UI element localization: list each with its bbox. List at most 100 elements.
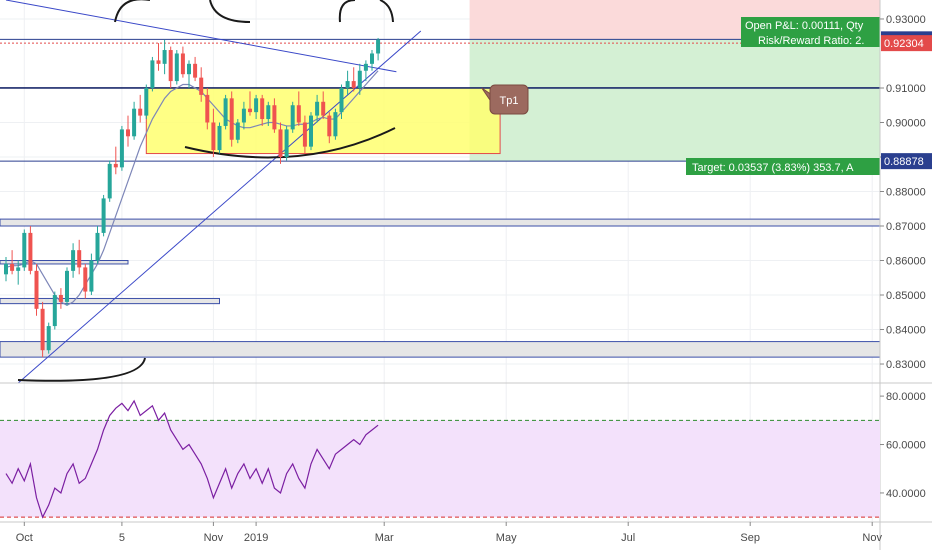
candle-body (321, 101, 326, 116)
drawn-curve (338, 0, 356, 23)
candle-body (113, 163, 118, 168)
time-tick-label: Jul (621, 532, 635, 544)
time-tick-label: 5 (119, 532, 125, 544)
price-tick-label: 0.88000 (886, 187, 926, 199)
candle-body (65, 270, 69, 302)
candle-body (77, 250, 82, 268)
candle-body (95, 232, 100, 261)
candle-body (71, 250, 76, 271)
candle-body (28, 232, 33, 271)
candle-body (217, 125, 222, 151)
drawn-curve (17, 357, 146, 382)
candle-body (260, 98, 265, 120)
candle-body (132, 108, 137, 137)
candle-body (150, 60, 155, 88)
candle-body (266, 105, 271, 120)
candle-body (40, 308, 45, 351)
rr-label-bg (741, 32, 881, 47)
candle-body (119, 129, 124, 168)
candle-body (187, 63, 191, 75)
candle-body (327, 115, 332, 137)
price-tick-label: 0.93000 (886, 14, 926, 26)
callout-label: Tp1 (500, 95, 519, 107)
target-label: Target: 0.03537 (3.83%) 353.7, A (692, 162, 854, 174)
candle-body (10, 263, 15, 271)
support-zone (0, 341, 881, 358)
price-tick-label: 0.90000 (886, 117, 926, 129)
price-tick-label: 0.84000 (886, 325, 926, 337)
risk-reward-label: Risk/Reward Ratio: 2. (758, 35, 864, 47)
candle-body (309, 115, 313, 147)
candle-body (290, 105, 295, 130)
candle-body (370, 53, 374, 64)
rsi-tick-label: 40.0000 (886, 488, 926, 500)
candle-body (248, 108, 252, 113)
drawn-curve (184, 127, 396, 159)
drawn-curve (379, 0, 394, 23)
candle-body (229, 98, 234, 140)
candle-body (46, 326, 51, 351)
candle-body (107, 163, 112, 199)
candle-body (16, 267, 21, 271)
price-tag-label: 0.88878 (884, 156, 924, 168)
candle-body (241, 108, 246, 123)
candle-body (235, 122, 240, 140)
candle-body (138, 108, 143, 116)
drawn-curve (209, 0, 251, 23)
candle-body (144, 87, 149, 116)
price-tag-label: 0.92304 (884, 38, 924, 50)
candle-body (278, 129, 283, 157)
candle-body (199, 77, 204, 95)
candle-body (254, 98, 259, 113)
candle-body (168, 50, 173, 82)
candle-body (4, 263, 8, 275)
rsi-tick-label: 80.0000 (886, 391, 926, 403)
candle-body (180, 53, 185, 75)
candle-body (345, 81, 350, 88)
price-tick-label: 0.83000 (886, 359, 926, 371)
rsi-band (0, 420, 880, 518)
candle-body (101, 198, 106, 233)
candle-body (302, 122, 307, 147)
candle-body (272, 105, 277, 130)
time-tick-label: Oct (16, 532, 33, 544)
drawn-curve (114, 0, 150, 23)
pnl-label: Open P&L: 0.00111, Qty (745, 20, 864, 32)
candle-body (376, 39, 381, 54)
candle-body (339, 87, 344, 113)
time-tick-label: Nov (204, 532, 224, 544)
pnl-label-bg (741, 17, 881, 32)
candle-body (223, 98, 228, 126)
moving-average-line (5, 70, 379, 307)
price-axis-background (880, 0, 932, 550)
price-tick-label: 0.85000 (886, 290, 926, 302)
candle-body (351, 81, 356, 88)
price-tag-bg (881, 35, 932, 52)
candle-body (296, 105, 301, 123)
support-zone (0, 297, 220, 305)
descending-trendline (5, 0, 397, 73)
time-tick-label: 2019 (244, 532, 268, 544)
price-tick-label: 0.91000 (886, 83, 926, 95)
price-tick-label: 0.87000 (886, 221, 926, 233)
support-zone (0, 260, 129, 265)
target-label-bg (686, 158, 881, 175)
candle-body (34, 270, 39, 309)
price-tag-bg (881, 153, 932, 170)
time-tick-label: May (496, 532, 517, 544)
candle-body (162, 50, 167, 64)
candle-body (83, 267, 88, 292)
rsi-line (5, 399, 379, 519)
support-zone (0, 218, 881, 227)
candle-body (357, 70, 362, 88)
candle-body (22, 232, 27, 268)
candle-body (315, 101, 320, 116)
time-tick-label: Sep (740, 532, 760, 544)
candle-body (174, 53, 179, 82)
candle-body (156, 60, 161, 64)
rsi-tick-label: 60.0000 (886, 440, 926, 452)
time-tick-label: Nov (862, 532, 882, 544)
price-tick-label: 0.86000 (886, 256, 926, 268)
